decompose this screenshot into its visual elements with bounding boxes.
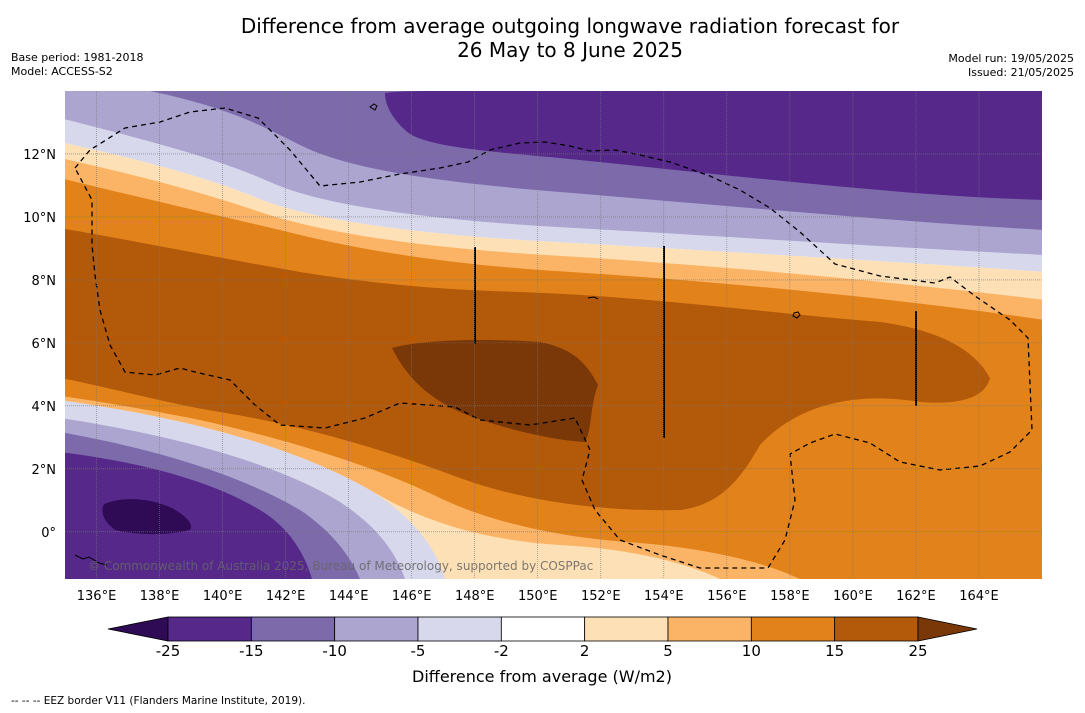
- longitude-tick-label: 154°E: [644, 589, 684, 604]
- colorbar-segment: [584, 616, 669, 642]
- latitude-axis: 0° 2°N 4°N 6°N 8°N 10°N 12°N: [23, 148, 56, 541]
- contour-band-sw-deep: [65, 452, 312, 579]
- longitude-tick-label: 136°E: [77, 589, 117, 604]
- colorbar-tick-label: 25: [908, 642, 928, 660]
- colorbar-tick-label: -10: [322, 642, 347, 660]
- metadata-right: Model run: 19/05/2025 Issued: 21/05/2025: [948, 52, 1074, 80]
- colorbar-tick-label: -15: [239, 642, 264, 660]
- longitude-tick-label: 146°E: [392, 589, 432, 604]
- colorbar-extend-low: [107, 616, 169, 642]
- longitude-tick-label: 160°E: [833, 589, 873, 604]
- contour-band-pos-5: [392, 340, 598, 442]
- colorbar-tick-label: -5: [410, 642, 426, 660]
- latitude-tick-label: 6°N: [32, 337, 57, 352]
- colorbar-tick-label: 10: [741, 642, 761, 660]
- colorbar-segment: [500, 616, 586, 642]
- latitude-tick-label: 2°N: [32, 463, 57, 478]
- latitude-tick-label: 4°N: [32, 400, 57, 415]
- contour-band-sw-extreme: [102, 499, 192, 535]
- colorbar-segment: [834, 616, 919, 642]
- island: [792, 311, 801, 319]
- latitude-tick-label: 10°N: [23, 211, 56, 226]
- colorbar-segment: [667, 616, 752, 642]
- latitude-tick-label: 12°N: [23, 148, 56, 163]
- longitude-tick-label: 162°E: [896, 589, 936, 604]
- longitude-tick-label: 150°E: [518, 589, 558, 604]
- longitude-tick-label: 138°E: [140, 589, 180, 604]
- colorbar-title: Difference from average (W/m2): [412, 667, 672, 686]
- colorbar-tick-label: 15: [825, 642, 845, 660]
- issued-label: Issued: 21/05/2025: [967, 66, 1074, 79]
- latitude-tick-label: 0°: [41, 526, 56, 541]
- colorbar-tick-label: -25: [155, 642, 181, 660]
- colorbar-segment: [250, 616, 336, 642]
- longitude-axis: 136°E 138°E 140°E 142°E 144°E 146°E 148°E 150°E…: [77, 589, 999, 604]
- longitude-tick-label: 156°E: [707, 589, 747, 604]
- gridlines: [65, 91, 1042, 579]
- latitude-tick-label: 8°N: [32, 274, 57, 289]
- longitude-tick-label: 140°E: [203, 589, 243, 604]
- colorbar-segment: [417, 616, 502, 642]
- title-line-2: 26 May to 8 June 2025: [457, 38, 683, 62]
- colorbar: [107, 616, 978, 642]
- island: [369, 103, 378, 111]
- longitude-tick-label: 158°E: [770, 589, 810, 604]
- title-line-1: Difference from average outgoing longwav…: [240, 14, 900, 38]
- island: [587, 296, 599, 300]
- model-label: Model: ACCESS-S2: [11, 65, 113, 78]
- colorbar-segment: [334, 616, 419, 642]
- eez-border: [74, 107, 1033, 569]
- longitude-tick-label: 144°E: [329, 589, 369, 604]
- contour-field: [65, 91, 1042, 579]
- colorbar-tick-label: -2: [493, 642, 509, 660]
- colorbar-tick-label: 5: [663, 642, 673, 660]
- longitude-tick-label: 164°E: [959, 589, 999, 604]
- colorbar-extend-high: [917, 616, 978, 642]
- colorbar-segment: [167, 616, 252, 642]
- colorbar-segment: [750, 616, 836, 642]
- longitude-tick-label: 152°E: [581, 589, 621, 604]
- watermark: © Commonwealth of Australia 2025, Bureau…: [88, 559, 593, 573]
- island: [74, 554, 108, 566]
- eez-footnote: -- -- -- EEZ border V11 (Flanders Marine…: [11, 695, 306, 707]
- metadata-left: Base period: 1981-2018 Model: ACCESS-S2: [11, 51, 143, 79]
- contour-band-north-deep: [385, 91, 1042, 200]
- chart-title: Difference from average outgoing longwav…: [170, 14, 970, 62]
- longitude-tick-label: 142°E: [266, 589, 306, 604]
- base-period-label: Base period: 1981-2018: [11, 51, 144, 64]
- colorbar-tick-label: 2: [579, 642, 590, 660]
- longitude-tick-label: 148°E: [455, 589, 495, 604]
- model-run-label: Model run: 19/05/2025: [948, 52, 1074, 65]
